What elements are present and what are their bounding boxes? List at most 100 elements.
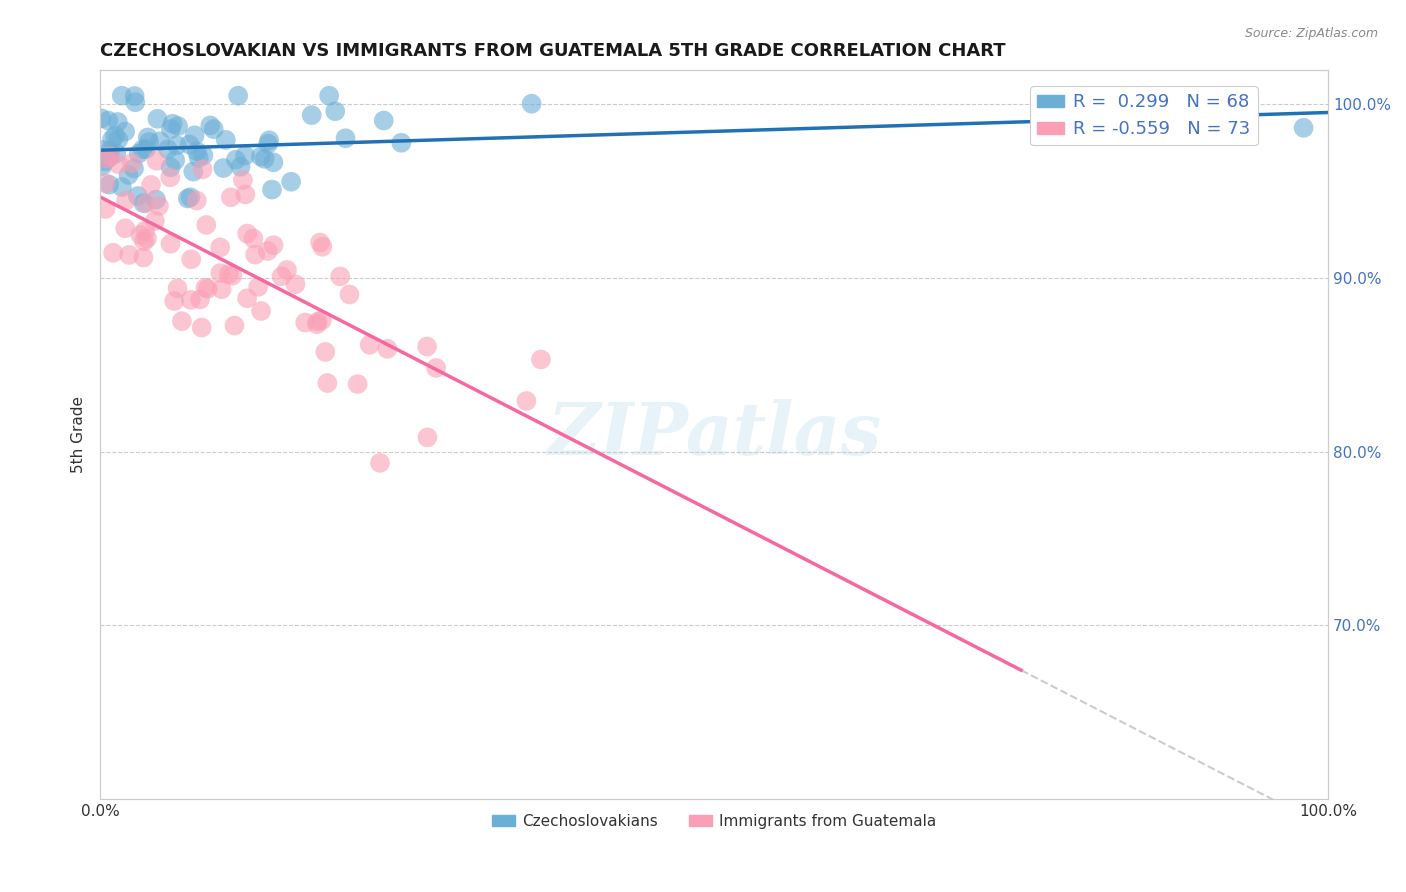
Immigrants from Guatemala <box>247 280 270 294</box>
Czechoslovakians <box>98 178 121 192</box>
Legend: Czechoslovakians, Immigrants from Guatemala: Czechoslovakians, Immigrants from Guatem… <box>485 808 942 835</box>
Immigrants from Guatemala <box>270 269 292 284</box>
Immigrants from Guatemala <box>143 214 166 228</box>
Czechoslovakians <box>260 183 283 197</box>
Immigrants from Guatemala <box>263 238 285 252</box>
Immigrants from Guatemala <box>132 234 155 248</box>
Immigrants from Guatemala <box>416 430 439 444</box>
Czechoslovakians <box>138 135 160 149</box>
Czechoslovakians <box>335 131 357 145</box>
Immigrants from Guatemala <box>224 318 246 333</box>
Czechoslovakians <box>136 130 159 145</box>
Czechoslovakians <box>135 142 157 156</box>
Czechoslovakians <box>226 88 249 103</box>
Czechoslovakians <box>107 115 129 129</box>
Immigrants from Guatemala <box>211 282 233 296</box>
Czechoslovakians <box>301 108 323 122</box>
Czechoslovakians <box>280 175 302 189</box>
Czechoslovakians <box>257 133 280 147</box>
Immigrants from Guatemala <box>346 377 368 392</box>
Immigrants from Guatemala <box>166 281 188 295</box>
Immigrants from Guatemala <box>170 314 193 328</box>
Immigrants from Guatemala <box>368 456 391 470</box>
Czechoslovakians <box>262 155 284 169</box>
Czechoslovakians <box>117 168 139 182</box>
Czechoslovakians <box>193 148 215 162</box>
Immigrants from Guatemala <box>159 236 181 251</box>
Czechoslovakians <box>114 124 136 138</box>
Immigrants from Guatemala <box>416 340 439 354</box>
Czechoslovakians <box>162 117 184 131</box>
Czechoslovakians <box>166 138 188 153</box>
Immigrants from Guatemala <box>180 252 202 267</box>
Czechoslovakians <box>101 132 124 146</box>
Czechoslovakians <box>520 96 543 111</box>
Immigrants from Guatemala <box>377 342 399 356</box>
Immigrants from Guatemala <box>100 149 122 163</box>
Czechoslovakians <box>107 132 129 146</box>
Immigrants from Guatemala <box>129 227 152 242</box>
Immigrants from Guatemala <box>115 194 138 208</box>
Immigrants from Guatemala <box>311 240 333 254</box>
Czechoslovakians <box>160 122 183 136</box>
Czechoslovakians <box>97 113 120 128</box>
Immigrants from Guatemala <box>221 268 243 283</box>
Czechoslovakians <box>149 134 172 148</box>
Immigrants from Guatemala <box>232 173 254 187</box>
Czechoslovakians <box>389 136 412 150</box>
Immigrants from Guatemala <box>107 157 129 171</box>
Czechoslovakians <box>186 145 208 159</box>
Czechoslovakians <box>250 149 273 163</box>
Text: CZECHOSLOVAKIAN VS IMMIGRANTS FROM GUATEMALA 5TH GRADE CORRELATION CHART: CZECHOSLOVAKIAN VS IMMIGRANTS FROM GUATE… <box>100 42 1005 60</box>
Immigrants from Guatemala <box>339 287 361 301</box>
Immigrants from Guatemala <box>209 240 232 254</box>
Czechoslovakians <box>146 112 169 126</box>
Immigrants from Guatemala <box>250 304 273 318</box>
Immigrants from Guatemala <box>256 244 278 258</box>
Czechoslovakians <box>1292 120 1315 135</box>
Czechoslovakians <box>91 159 114 173</box>
Czechoslovakians <box>111 88 134 103</box>
Immigrants from Guatemala <box>309 235 332 250</box>
Immigrants from Guatemala <box>132 251 155 265</box>
Czechoslovakians <box>253 152 276 166</box>
Immigrants from Guatemala <box>276 263 298 277</box>
Immigrants from Guatemala <box>284 277 307 292</box>
Immigrants from Guatemala <box>195 218 218 232</box>
Czechoslovakians <box>323 104 346 119</box>
Immigrants from Guatemala <box>243 247 266 261</box>
Immigrants from Guatemala <box>94 177 117 191</box>
Immigrants from Guatemala <box>114 221 136 235</box>
Immigrants from Guatemala <box>329 269 352 284</box>
Czechoslovakians <box>200 119 222 133</box>
Immigrants from Guatemala <box>425 360 447 375</box>
Immigrants from Guatemala <box>135 196 157 211</box>
Immigrants from Guatemala <box>197 282 219 296</box>
Czechoslovakians <box>179 190 201 204</box>
Immigrants from Guatemala <box>118 248 141 262</box>
Text: Source: ZipAtlas.com: Source: ZipAtlas.com <box>1244 27 1378 40</box>
Czechoslovakians <box>105 146 128 161</box>
Czechoslovakians <box>159 161 181 175</box>
Czechoslovakians <box>124 89 146 103</box>
Immigrants from Guatemala <box>190 320 212 334</box>
Immigrants from Guatemala <box>194 281 217 295</box>
Immigrants from Guatemala <box>359 338 381 352</box>
Czechoslovakians <box>229 160 252 174</box>
Czechoslovakians <box>104 128 127 143</box>
Czechoslovakians <box>94 154 117 169</box>
Czechoslovakians <box>179 137 201 152</box>
Immigrants from Guatemala <box>186 194 208 208</box>
Immigrants from Guatemala <box>235 187 257 202</box>
Y-axis label: 5th Grade: 5th Grade <box>72 396 86 473</box>
Czechoslovakians <box>131 142 153 156</box>
Immigrants from Guatemala <box>163 293 186 308</box>
Czechoslovakians <box>122 161 145 176</box>
Czechoslovakians <box>165 153 187 168</box>
Immigrants from Guatemala <box>191 162 214 177</box>
Czechoslovakians <box>127 189 149 203</box>
Text: ZIPatlas: ZIPatlas <box>547 399 882 470</box>
Czechoslovakians <box>145 193 167 207</box>
Immigrants from Guatemala <box>314 345 336 359</box>
Immigrants from Guatemala <box>134 223 156 237</box>
